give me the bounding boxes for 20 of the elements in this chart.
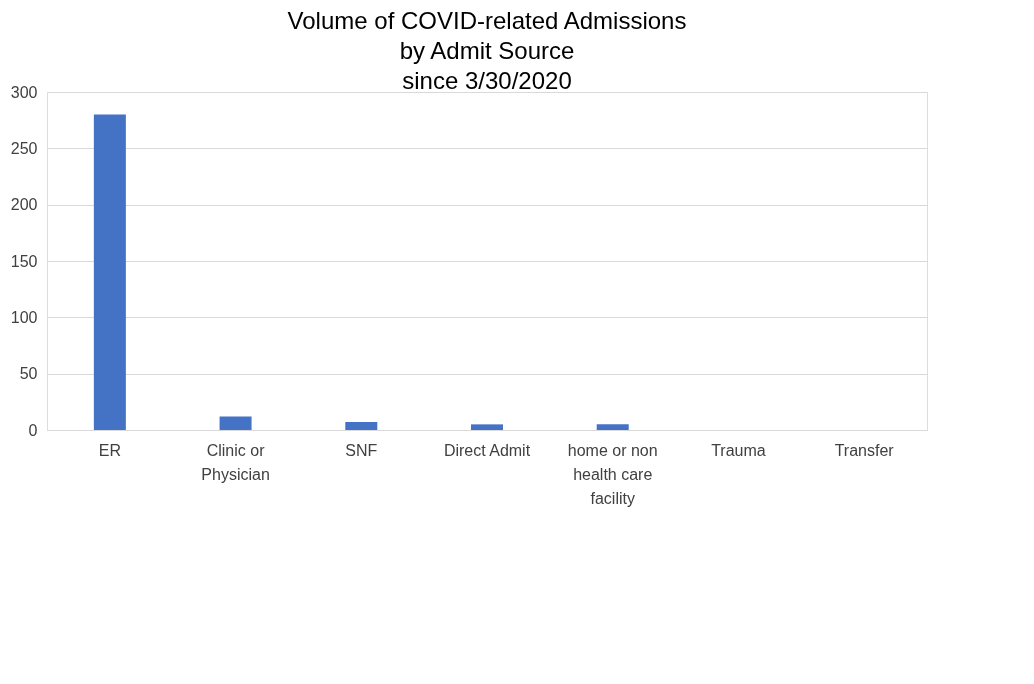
y-tick-label: 250: [10, 139, 38, 157]
y-tick-label: 100: [10, 308, 38, 326]
x-tick-label: Transfer: [834, 441, 895, 459]
x-tick-label: SNF: [345, 441, 378, 459]
bar: [93, 114, 126, 430]
bar: [345, 422, 378, 430]
chart-title: Volume of COVID-related Admissions by Admit Source since 3/30/2020: [287, 7, 687, 94]
y-tick-label: 0: [28, 421, 38, 439]
y-tick-label: 200: [10, 196, 38, 214]
y-tick-label: 300: [10, 83, 38, 101]
x-tick-label: ER: [98, 441, 121, 459]
y-tick-label: 150: [10, 252, 38, 270]
bar: [596, 424, 629, 430]
x-tick-label: Direct Admit: [443, 441, 531, 459]
x-tick-label: Clinic or Physician: [201, 441, 270, 483]
x-tick-label: home or non health care facility: [567, 441, 658, 507]
bar: [471, 424, 503, 430]
bar: [219, 416, 252, 430]
x-tick-label: Trauma: [711, 441, 766, 459]
y-tick-label: 50: [19, 365, 38, 383]
